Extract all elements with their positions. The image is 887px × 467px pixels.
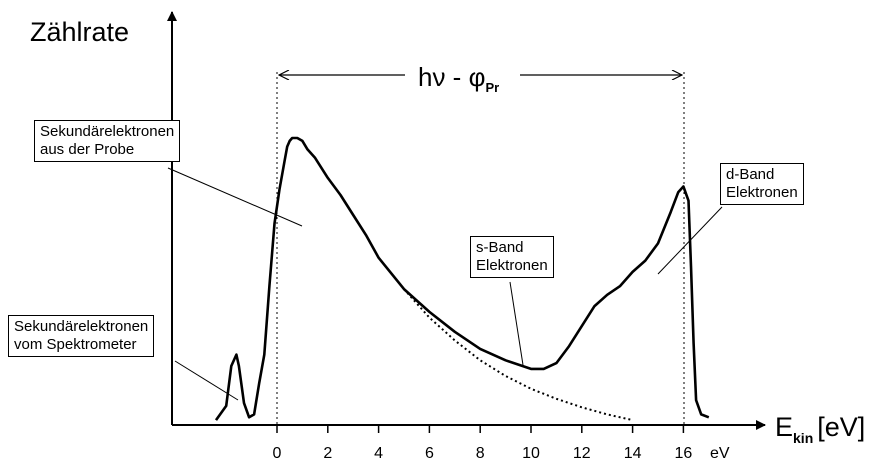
photon-energy-span-label: hν - φPr bbox=[418, 62, 499, 95]
y-axis-title: Zählrate bbox=[30, 17, 130, 47]
x-tick-label: 10 bbox=[522, 445, 540, 462]
x-tick-label: 16 bbox=[675, 445, 693, 462]
label-secondary-spectrometer: Sekundärelektronen vom Spektrometer bbox=[8, 315, 155, 357]
x-tick-label: 8 bbox=[476, 445, 485, 462]
x-tick-label: 12 bbox=[573, 445, 591, 462]
x-axis-title: Ekin [eV] bbox=[775, 412, 865, 446]
x-axis-ticks: 0 2 4 6 8 10 12 14 16 eV bbox=[273, 425, 730, 462]
label-d-band: d-Band Elektronen bbox=[720, 163, 804, 205]
spectrum-curve bbox=[214, 136, 710, 421]
x-tick-label: 6 bbox=[425, 445, 434, 462]
leader-line-secondary-spectrometer bbox=[174, 360, 239, 401]
x-tick-label: 14 bbox=[624, 445, 642, 462]
leader-line-d-band bbox=[657, 206, 723, 275]
x-tick-label: 2 bbox=[323, 445, 332, 462]
leader-line-s-band bbox=[509, 281, 524, 366]
x-unit-label: eV bbox=[710, 445, 730, 462]
secondary-background-dotted-curve bbox=[403, 288, 633, 422]
x-tick-label: 4 bbox=[374, 445, 383, 462]
label-s-band: s-Band Elektronen bbox=[470, 236, 554, 278]
label-secondary-sample: Sekundärelektronen aus der Probe bbox=[34, 120, 181, 162]
leader-line-secondary-sample bbox=[167, 167, 303, 227]
x-tick-label: 0 bbox=[273, 445, 282, 462]
